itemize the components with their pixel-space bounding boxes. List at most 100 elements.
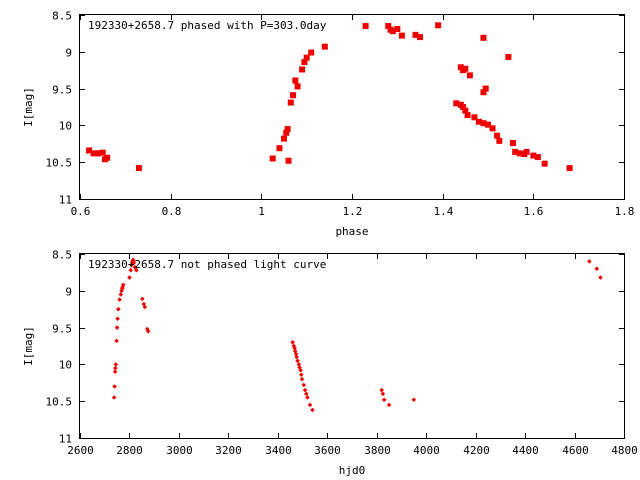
data-point [307, 402, 313, 408]
data-point [305, 395, 310, 400]
data-point [112, 369, 118, 375]
data-point [104, 154, 111, 161]
y-tick-label: 8.5 [52, 249, 72, 262]
x-axis-title: hjd0 [339, 464, 366, 477]
axis-ticks: 2600 2800 3000 3200 3400 3600 3800 4000 4200 4400… [46, 249, 638, 458]
data-point [598, 275, 603, 280]
unphased-light-curve-chart: 2600 2800 3000 3200 3400 3600 3800 4000 4200 4400… [22, 249, 638, 478]
data-point [380, 391, 386, 397]
data-point [362, 23, 369, 30]
x-tick-label: 0.8 [162, 205, 182, 218]
x-tick-label: 4400 [512, 444, 539, 457]
data-point [290, 340, 295, 345]
data-point [480, 120, 487, 127]
data-point [99, 149, 106, 156]
data-point [301, 382, 307, 388]
data-point [142, 304, 148, 310]
y-tick-label: 9.5 [52, 84, 72, 97]
y-tick-label: 10.5 [46, 157, 73, 170]
data-point [411, 397, 417, 402]
chart-title: 192330+2658.7 not phased light curve [88, 258, 326, 271]
data-point [466, 72, 473, 79]
data-point [505, 53, 512, 60]
data-point [386, 402, 392, 408]
data-point [302, 387, 308, 393]
x-axis-title: phase [335, 225, 368, 238]
data-point [385, 23, 392, 30]
data-point [512, 148, 519, 155]
data-point [594, 266, 600, 271]
data-point [417, 34, 423, 41]
data-point [269, 155, 276, 162]
data-point [299, 372, 304, 377]
x-tick-label: 1.2 [343, 205, 363, 218]
y-tick-label: 11 [59, 433, 72, 446]
data-point [116, 306, 121, 312]
data-point [115, 316, 120, 322]
x-tick-label: 2800 [116, 444, 143, 457]
data-point [523, 148, 530, 155]
data-point [294, 83, 301, 90]
data-point [509, 140, 516, 147]
x-tick-label: 3400 [265, 444, 292, 457]
data-point [135, 165, 142, 172]
data-point [283, 129, 290, 136]
data-point [90, 150, 97, 157]
x-tick-label: 1 [258, 205, 265, 218]
x-tick-label: 3000 [166, 444, 193, 457]
x-tick-label: 3200 [215, 444, 242, 457]
data-point [95, 150, 102, 157]
x-tick-label: 1.6 [524, 205, 544, 218]
x-tick-label: 4800 [611, 444, 638, 457]
data-point [276, 145, 283, 152]
x-tick-label: 3800 [364, 444, 391, 457]
data-point [485, 121, 491, 128]
data-point [117, 297, 122, 302]
x-tick-label: 1.8 [615, 205, 635, 218]
plot-frame [79, 253, 625, 439]
data-point [303, 54, 310, 61]
plot-frame [79, 14, 625, 200]
data-point [299, 376, 305, 382]
data-point [412, 31, 419, 38]
y-axis-title: I[mag] [22, 326, 35, 366]
data-point [303, 391, 309, 397]
data-point [295, 358, 300, 363]
data-point [398, 32, 405, 39]
data-point [114, 338, 119, 344]
y-tick-label: 8.5 [52, 10, 72, 23]
data-point [321, 43, 328, 50]
data-point [462, 107, 469, 114]
data-point [112, 384, 117, 389]
phased-light-curve-chart: 0.6 0.8 1 1.2 1.4 1.6 1.8 8.5 9 9.5 10 10.5 11 19233… [22, 10, 634, 239]
y-tick-label: 11 [59, 194, 72, 207]
y-tick-label: 9 [65, 47, 72, 60]
data-point [480, 89, 487, 96]
x-tick-label: 4600 [562, 444, 589, 457]
data-point [284, 126, 291, 133]
data-point [131, 260, 137, 266]
axis-ticks: 0.6 0.8 1 1.2 1.4 1.6 1.8 8.5 9 9.5 10 10.5 11 [46, 10, 635, 219]
data-point [379, 387, 384, 393]
y-tick-label: 10.5 [46, 396, 73, 409]
data-points [86, 22, 573, 172]
data-point [298, 368, 303, 373]
data-point [301, 59, 308, 66]
y-tick-label: 9.5 [52, 323, 72, 336]
x-tick-label: 2600 [67, 444, 94, 457]
data-point [293, 351, 299, 357]
y-axis-title: I[mag] [22, 87, 35, 127]
data-points [111, 257, 603, 413]
data-point [587, 259, 592, 264]
y-tick-label: 10 [59, 120, 72, 133]
data-point [299, 66, 306, 73]
chart-title: 192330+2658.7 phased with P=303.0day [88, 19, 327, 32]
data-point [566, 165, 573, 172]
data-point [464, 112, 471, 119]
data-point [285, 157, 292, 164]
data-point [134, 267, 139, 273]
data-point [453, 100, 460, 107]
data-point [381, 397, 387, 402]
data-point [541, 160, 548, 167]
